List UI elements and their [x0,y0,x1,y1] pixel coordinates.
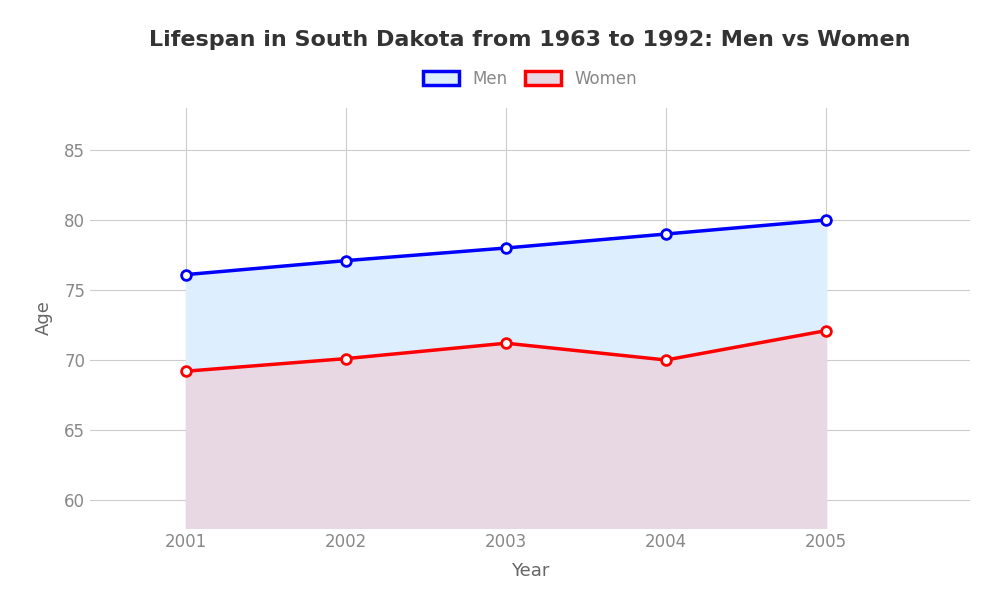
Title: Lifespan in South Dakota from 1963 to 1992: Men vs Women: Lifespan in South Dakota from 1963 to 19… [149,29,911,49]
X-axis label: Year: Year [511,562,549,580]
Y-axis label: Age: Age [35,301,53,335]
Legend: Men, Women: Men, Women [414,62,646,97]
